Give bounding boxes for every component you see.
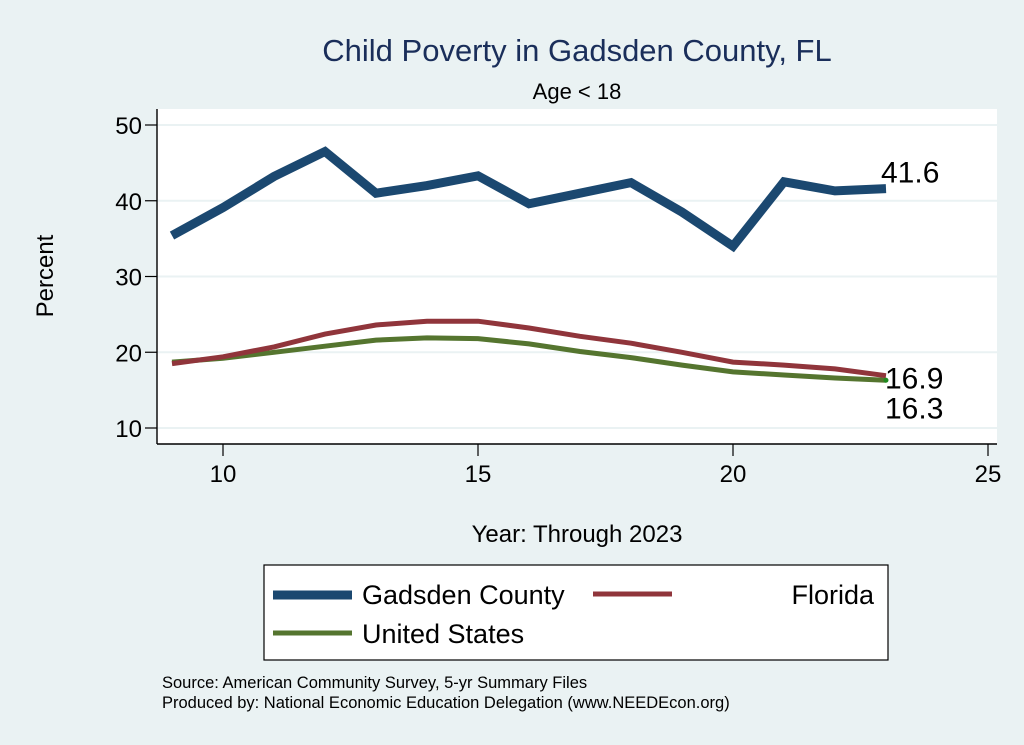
chart-title: Child Poverty in Gadsden County, FL (322, 33, 831, 68)
end-labels: 41.6 16.916.3 (881, 157, 943, 426)
y-tick-label: 50 (115, 113, 142, 140)
y-tick-label: 30 (115, 265, 142, 292)
y-axis: 10 20 30 40 50 (115, 109, 158, 444)
y-tick-label: 20 (115, 340, 142, 367)
x-axis-title: Year: Through 2023 (472, 521, 683, 548)
chart-subtitle: Age < 18 (533, 79, 622, 104)
x-tick-label: 10 (210, 461, 237, 488)
y-tick-label: 10 (115, 416, 142, 443)
producer-note: Produced by: National Economic Education… (162, 694, 730, 712)
legend-box (263, 564, 889, 661)
x-tick-label: 25 (975, 461, 1002, 488)
series-lines (169, 146, 887, 383)
end-label-florida: 16.9 (885, 363, 943, 396)
source-note: Source: American Community Survey, 5-yr … (162, 674, 587, 692)
end-marker-united-states (883, 377, 889, 383)
end-label-united-states: 16.3 (885, 392, 943, 425)
legend: Gadsden County Florida United States (263, 564, 889, 661)
x-tick-label: 15 (465, 461, 492, 488)
x-tick-label: 20 (720, 461, 747, 488)
legend-label-united-states: United States (362, 619, 524, 649)
end-label-gadsden-county: 41.6 (881, 157, 939, 190)
y-axis-title: Percent (32, 234, 59, 317)
x-axis: 10 15 20 25 (157, 443, 1002, 488)
legend-label-gadsden-county: Gadsden County (362, 580, 565, 610)
y-tick-label: 40 (115, 189, 142, 216)
legend-label-florida: Florida (791, 580, 875, 610)
